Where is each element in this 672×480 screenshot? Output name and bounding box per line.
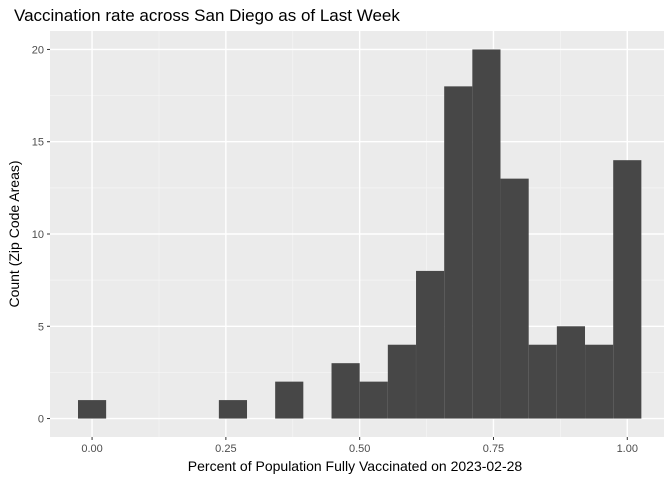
x-tick-label: 0.25 xyxy=(215,443,236,455)
x-axis: 0.00 0.25 0.50 0.75 1.00 xyxy=(81,437,638,455)
y-tick-label: 0 xyxy=(38,414,44,426)
histogram-bar xyxy=(556,326,586,419)
histogram-bar xyxy=(613,160,642,419)
x-tick-label: 0.50 xyxy=(349,443,370,455)
histogram-bar xyxy=(359,381,388,419)
histogram-bar xyxy=(500,178,529,419)
x-axis-title: Percent of Population Fully Vaccinated o… xyxy=(188,458,523,474)
histogram-bar xyxy=(444,86,473,419)
x-tick-label: 0.75 xyxy=(483,443,504,455)
histogram-bar xyxy=(218,400,248,419)
histogram-bars xyxy=(77,49,642,419)
chart-title: Vaccination rate across San Diego as of … xyxy=(14,6,400,25)
x-tick-label: 0.00 xyxy=(81,443,102,455)
y-tick-label: 15 xyxy=(32,137,44,149)
y-tick-label: 5 xyxy=(38,321,44,333)
histogram-bar xyxy=(387,344,416,419)
histogram-bar xyxy=(585,344,614,419)
histogram-bar xyxy=(528,344,557,419)
histogram-bar xyxy=(331,363,360,419)
y-axis: 0 5 10 15 20 xyxy=(32,44,50,426)
y-tick-label: 10 xyxy=(32,229,44,241)
y-tick-label: 20 xyxy=(32,44,44,56)
histogram-bar xyxy=(275,381,304,419)
histogram-bar xyxy=(77,400,107,419)
histogram-bar xyxy=(416,270,445,419)
y-axis-title: Count (Zip Code Areas) xyxy=(6,160,22,307)
x-tick-label: 1.00 xyxy=(617,443,638,455)
histogram-bar xyxy=(472,49,501,419)
